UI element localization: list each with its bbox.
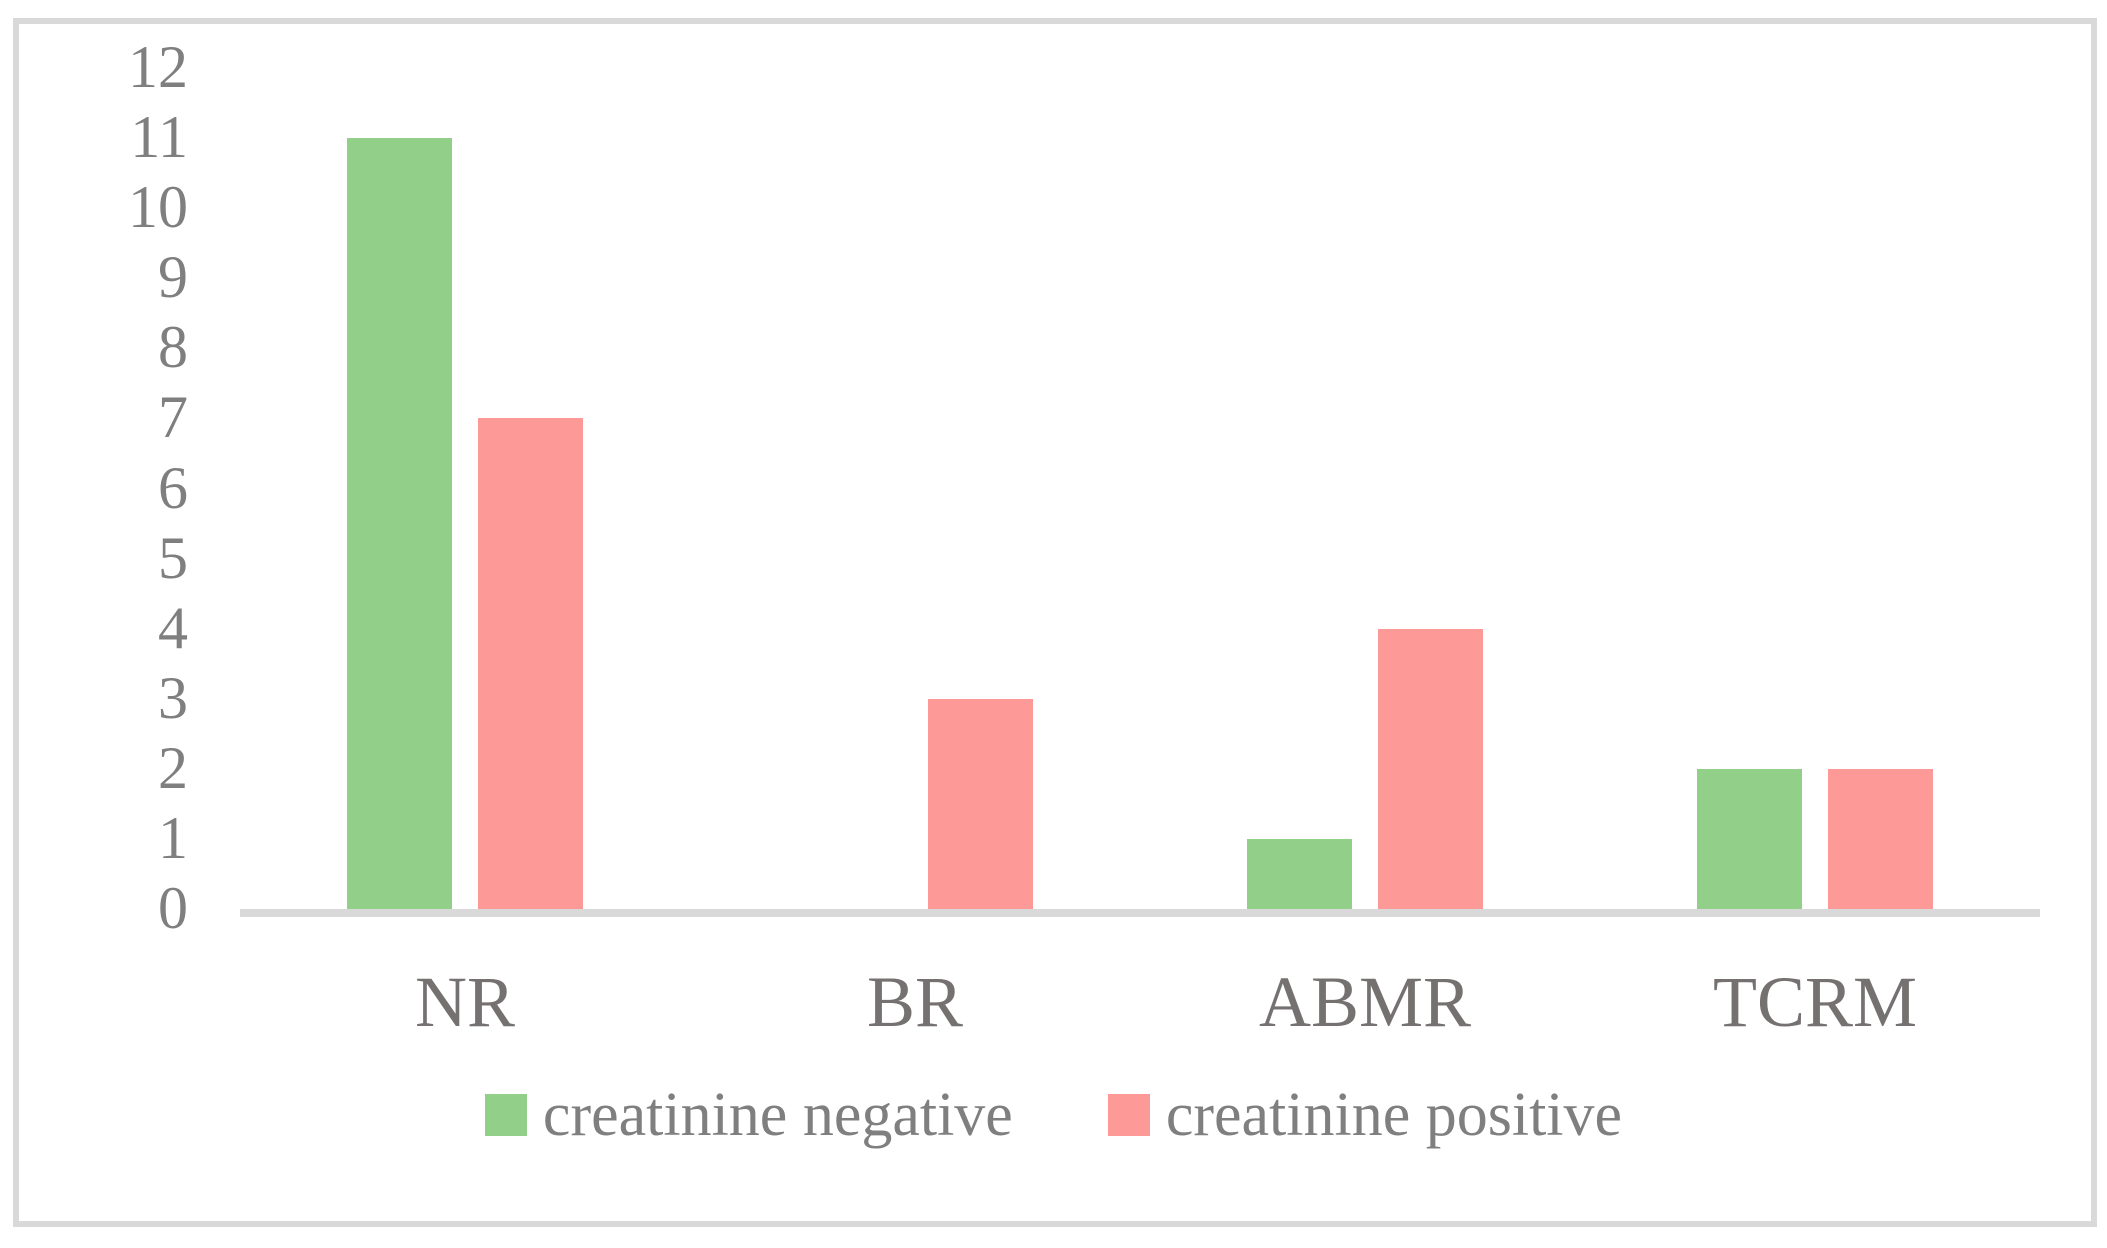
figure-frame <box>13 18 2097 1227</box>
bar-tcrm-creatinine-negative <box>1697 768 1802 909</box>
legend-label: creatinine negative <box>542 1081 1013 1149</box>
legend-swatch-icon <box>484 1094 527 1136</box>
y-tick-label-9: 9 <box>158 244 188 311</box>
x-category-label-nr: NR <box>414 962 516 1042</box>
y-tick-label-6: 6 <box>158 454 188 521</box>
y-tick-label-12: 12 <box>128 33 188 100</box>
x-category-label-abmr: ABMR <box>1258 962 1472 1042</box>
y-tick-label-8: 8 <box>158 314 188 381</box>
x-category-label-br: BR <box>866 962 964 1042</box>
y-tick-label-0: 0 <box>158 874 188 941</box>
y-tick-label-7: 7 <box>158 384 188 451</box>
legend-swatch-icon <box>1107 1094 1150 1136</box>
bar-tcrm-creatinine-positive <box>1828 768 1933 909</box>
y-tick-label-3: 3 <box>158 664 188 731</box>
legend-item-creatinine-positive: creatinine positive <box>1107 1081 1623 1149</box>
y-tick-label-11: 11 <box>130 103 188 170</box>
legend-label: creatinine positive <box>1165 1081 1623 1149</box>
legend: creatinine negative creatinine positive <box>0 1082 2107 1148</box>
y-tick-label-4: 4 <box>158 594 188 661</box>
bar-nr-creatinine-positive <box>478 418 583 909</box>
legend-item-creatinine-negative: creatinine negative <box>484 1081 1013 1149</box>
y-tick-label-2: 2 <box>158 734 188 801</box>
bar-nr-creatinine-negative <box>347 138 452 909</box>
x-category-label-tcrm: TCRM <box>1712 962 1918 1042</box>
y-tick-label-1: 1 <box>158 804 188 871</box>
y-tick-label-10: 10 <box>128 173 188 240</box>
bar-abmr-creatinine-positive <box>1378 628 1483 909</box>
y-tick-label-5: 5 <box>158 524 188 591</box>
bar-br-creatinine-positive <box>928 698 1033 909</box>
x-axis-line <box>240 909 2040 917</box>
bar-abmr-creatinine-negative <box>1247 838 1352 909</box>
